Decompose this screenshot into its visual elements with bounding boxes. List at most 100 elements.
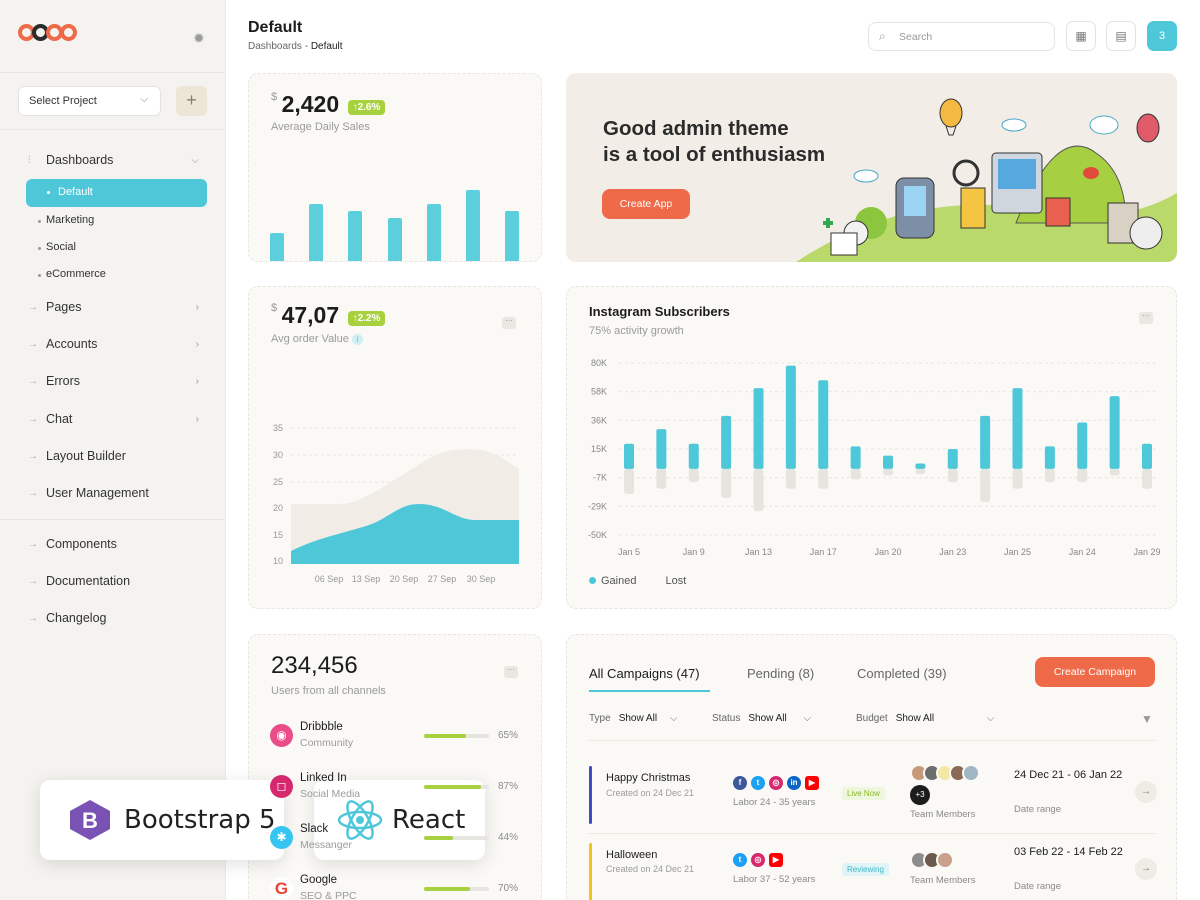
messages-button[interactable]: ▤ <box>1106 21 1136 51</box>
sidebar-item-pages[interactable]: → Pages › <box>28 300 203 314</box>
filter-funnel-icon[interactable]: ▼ <box>1141 712 1153 726</box>
more-members-badge[interactable]: +3 <box>910 785 930 805</box>
bar-gained[interactable] <box>1012 388 1023 469</box>
bootstrap-label: Bootstrap 5 <box>124 805 276 835</box>
row-arrow-button[interactable]: → <box>1135 781 1157 803</box>
bar-gained[interactable] <box>1077 422 1088 469</box>
more-options-icon[interactable]: ··· <box>502 317 516 329</box>
y-tick: 25 <box>273 477 283 487</box>
sidebar-item-label: Accounts <box>46 337 98 351</box>
breadcrumb-separator: - <box>304 41 309 52</box>
sales-bar <box>348 211 363 261</box>
sidebar-item-dashboards[interactable]: ⫶ Dashboards ⌵ <box>28 153 203 167</box>
info-icon[interactable]: i <box>351 334 363 345</box>
bar-lost[interactable] <box>818 468 829 489</box>
breadcrumb: Dashboards - Default <box>248 41 343 52</box>
add-project-button[interactable]: + <box>176 86 207 116</box>
bar-lost[interactable] <box>624 468 634 494</box>
sidebar-item-errors[interactable]: → Errors › <box>28 374 203 388</box>
bar-gained[interactable] <box>915 463 926 469</box>
filter-type[interactable]: Type Show All ⌵ <box>589 713 677 724</box>
bar-gained[interactable] <box>785 365 796 469</box>
sidebar-divider <box>0 129 226 130</box>
bar-lost[interactable] <box>915 468 926 475</box>
filter-status[interactable]: Status Show All ⌵ <box>712 713 811 724</box>
bar-lost[interactable] <box>1109 468 1120 476</box>
bar-gained[interactable] <box>947 449 958 469</box>
sidebar-subitem-ecommerce[interactable]: eCommerce <box>38 268 106 280</box>
campaign-name[interactable]: Happy Christmas <box>606 772 691 784</box>
breadcrumb-link-dashboards[interactable]: Dashboards <box>248 41 302 52</box>
sidebar-item-user-management[interactable]: → User Management <box>28 486 203 500</box>
bar-gained[interactable] <box>753 388 764 469</box>
bar-gained[interactable] <box>1044 446 1055 469</box>
table-divider <box>589 833 1155 834</box>
notifications-button[interactable]: 3 <box>1147 21 1177 51</box>
sidebar-item-layout-builder[interactable]: → Layout Builder <box>28 449 203 463</box>
bar-gained[interactable] <box>688 443 699 469</box>
sidebar: ✹ Select Project ⌵ + ⫶ Dashboards ⌵ Defa… <box>0 0 226 900</box>
bar-gained[interactable] <box>850 446 861 469</box>
bar-lost[interactable] <box>980 468 991 502</box>
legend-gained[interactable]: Gained <box>589 575 636 587</box>
avatar[interactable] <box>936 851 954 869</box>
app-logo[interactable] <box>18 24 77 41</box>
bar-gained[interactable] <box>624 443 634 469</box>
sidebar-subitem-default[interactable]: Default <box>26 179 207 207</box>
campaign-name[interactable]: Halloween <box>606 849 658 861</box>
sidebar-subitem-marketing[interactable]: Marketing <box>37 214 95 226</box>
sidebar-item-label: Documentation <box>46 574 131 588</box>
arrow-right-icon: → <box>28 450 38 462</box>
search-input[interactable]: ⌕ Search <box>868 22 1055 51</box>
bar-lost[interactable] <box>688 468 699 483</box>
bar-gained[interactable] <box>818 380 829 469</box>
sidebar-item-changelog[interactable]: → Changelog <box>28 611 203 625</box>
bar-lost[interactable] <box>656 468 667 489</box>
bar-gained[interactable] <box>883 455 893 469</box>
avatar[interactable] <box>962 764 980 782</box>
sidebar-item-components[interactable]: → Components <box>28 537 203 551</box>
tab-completed[interactable]: Completed (39) <box>857 666 947 681</box>
sidebar-item-label: User Management <box>46 486 149 500</box>
tab-pending[interactable]: Pending (8) <box>747 666 815 681</box>
bar-gained[interactable] <box>1142 443 1152 469</box>
bar-gained[interactable] <box>721 415 732 469</box>
bar-gained[interactable] <box>1109 396 1120 469</box>
bar-lost[interactable] <box>753 468 764 512</box>
sidebar-item-chat[interactable]: → Chat › <box>28 412 203 426</box>
campaign-created: Created on 24 Dec 21 <box>606 864 695 874</box>
channel-subtitle: SEO & PPC <box>300 890 357 900</box>
more-options-icon[interactable]: ··· <box>1139 312 1153 324</box>
bar-lost[interactable] <box>721 468 732 498</box>
arrow-right-icon: → <box>28 413 38 425</box>
chevron-right-icon: › <box>195 413 199 425</box>
legend-lost[interactable]: Lost <box>653 575 686 587</box>
create-campaign-button[interactable]: Create Campaign <box>1035 657 1155 687</box>
arrow-right-icon: → <box>28 538 38 550</box>
apps-grid-button[interactable]: ▦ <box>1066 21 1096 51</box>
sidebar-subitem-social[interactable]: Social <box>38 241 76 253</box>
filter-budget[interactable]: Budget Show All ⌵ <box>856 713 994 724</box>
bar-lost[interactable] <box>883 468 893 476</box>
x-tick: Jan 25 <box>1004 547 1031 557</box>
row-arrow-button[interactable]: → <box>1135 858 1157 880</box>
bar-lost[interactable] <box>850 468 861 480</box>
currency-symbol: $ <box>271 302 278 314</box>
bar-lost[interactable] <box>1012 468 1023 489</box>
create-app-button[interactable]: Create App <box>602 189 690 219</box>
sidebar-item-documentation[interactable]: → Documentation <box>28 574 203 588</box>
sidebar-item-accounts[interactable]: → Accounts › <box>28 337 203 351</box>
x-tick: 06 Sep <box>315 574 344 584</box>
bar-lost[interactable] <box>947 468 958 483</box>
theme-toggle-icon[interactable]: ✹ <box>193 30 205 46</box>
bar-lost[interactable] <box>1142 468 1152 489</box>
bar-gained[interactable] <box>980 415 991 469</box>
bar-gained[interactable] <box>656 429 667 469</box>
bar-lost[interactable] <box>1044 468 1055 483</box>
x-tick: Jan 23 <box>939 547 966 557</box>
project-select[interactable]: Select Project ⌵ <box>18 86 161 116</box>
bar-lost[interactable] <box>1077 468 1088 483</box>
more-options-icon[interactable]: ··· <box>504 666 518 678</box>
bar-lost[interactable] <box>785 468 796 489</box>
tab-all-campaigns[interactable]: All Campaigns (47) <box>589 666 700 681</box>
